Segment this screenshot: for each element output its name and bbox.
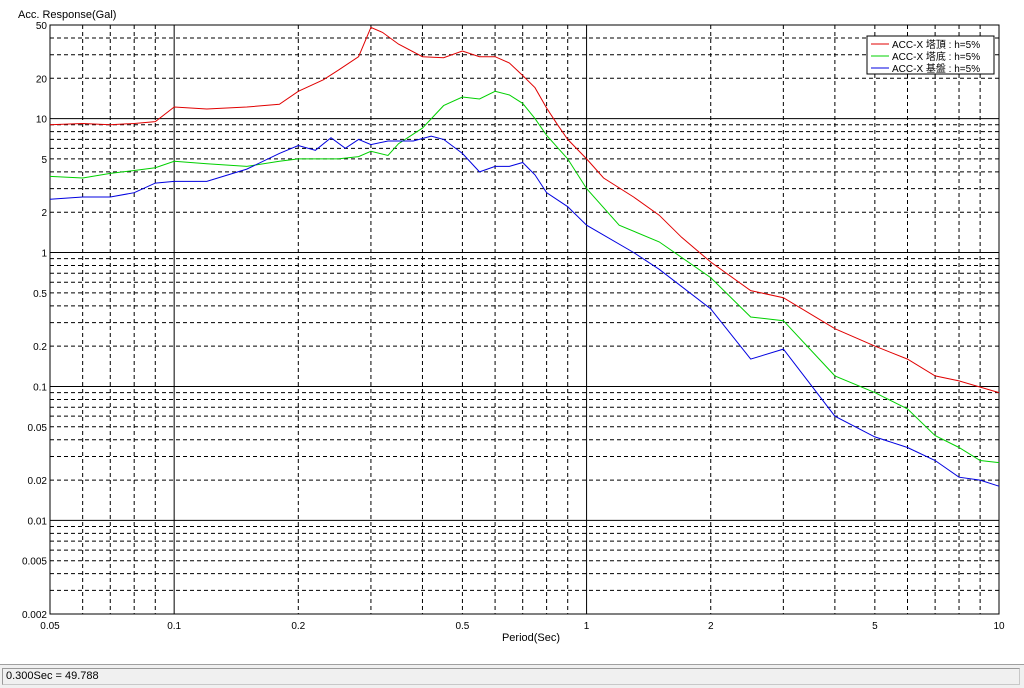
y-tick-label: 0.2	[33, 342, 47, 353]
plot-frame	[49, 24, 1000, 615]
series-line-1	[49, 26, 1000, 394]
x-tick-label: 0.5	[455, 621, 469, 632]
x-tick-label: 2	[708, 621, 714, 632]
x-tick-label: 1	[584, 621, 590, 632]
x-tick-label: 0.2	[291, 621, 305, 632]
chart-background	[0, 0, 1024, 664]
series-lines	[49, 26, 1000, 487]
legend: ACC-X 塔頂 : h=5%ACC-X 塔底 : h=5%ACC-X 基盤 :…	[866, 35, 995, 75]
x-tick-label: 0.1	[167, 621, 181, 632]
y-tick-label: 1	[41, 249, 47, 260]
legend-label: ACC-X 塔底 : h=5%	[892, 50, 980, 63]
y-axis-label: Acc. Response(Gal)	[18, 9, 116, 21]
status-readout: 0.300Sec = 49.788	[6, 670, 99, 682]
y-tick-label: 10	[36, 115, 48, 126]
x-tick-labels: 0.05 0.1 0.2 0.5 1 2 5 10	[40, 621, 1005, 632]
grid	[50, 25, 999, 614]
x-tick-label: 5	[872, 621, 878, 632]
series-line-2	[49, 90, 1000, 464]
y-tick-label: 2	[41, 208, 47, 219]
y-tick-label: 50	[36, 21, 48, 32]
legend-label: ACC-X 基盤 : h=5%	[892, 62, 980, 75]
x-tick-label: 0.05	[40, 621, 60, 632]
legend-label: ACC-X 塔頂 : h=5%	[892, 38, 980, 51]
y-tick-label: 0.1	[33, 382, 47, 393]
y-tick-label: 0.005	[22, 557, 47, 568]
status-panel: 0.300Sec = 49.788	[2, 668, 1020, 685]
x-tick-label: 10	[993, 621, 1005, 632]
y-tick-label: 20	[36, 74, 48, 85]
y-tick-label: 5	[41, 155, 47, 166]
series-line-3	[49, 135, 1000, 487]
x-axis-label: Period(Sec)	[502, 632, 560, 644]
status-bar: 0.300Sec = 49.788	[0, 664, 1024, 688]
y-tick-label: 0.002	[22, 610, 47, 621]
y-tick-label: 0.5	[33, 289, 47, 300]
y-tick-label: 0.01	[28, 516, 48, 527]
response-spectrum-chart: 50 20 10 5 2 1 0.5 0.2 0.1 0.05 0.02 0.01 0.005 0.002…	[0, 0, 1024, 664]
y-tick-label: 0.05	[28, 423, 48, 434]
y-tick-label: 0.02	[28, 476, 48, 487]
y-tick-labels: 50 20 10 5 2 1 0.5 0.2 0.1 0.05 0.02 0.01 0.005 0.002	[22, 21, 47, 621]
